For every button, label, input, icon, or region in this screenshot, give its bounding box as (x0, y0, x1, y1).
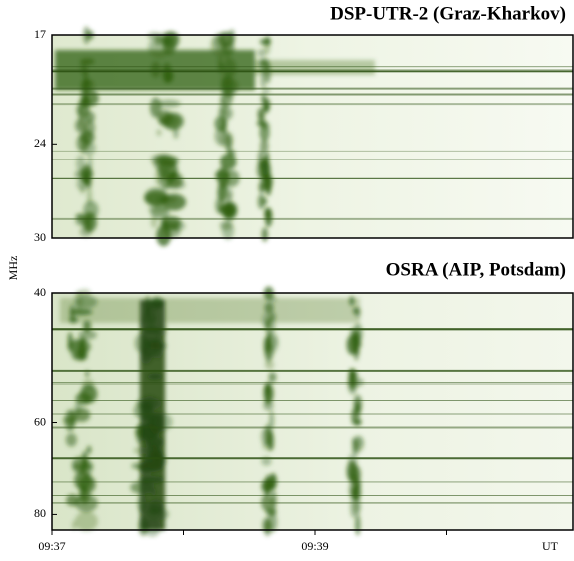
streak-blob (154, 169, 162, 186)
y-tick-label: 24 (34, 136, 46, 150)
streak-blob (83, 128, 93, 147)
streak-blob (259, 123, 270, 142)
streak-blob (219, 220, 233, 231)
streak-blob (264, 383, 269, 405)
streak-blob (260, 70, 266, 90)
panel-frame (51, 292, 574, 531)
streak-blob (73, 407, 91, 422)
streak-blob (269, 410, 275, 431)
emission-band (255, 60, 375, 75)
streak-blob (259, 139, 269, 153)
streak-blob (65, 433, 77, 447)
emission-band (140, 300, 165, 530)
streak-blob (144, 191, 169, 206)
streak-blob (84, 370, 90, 377)
x-unit-label: UT (542, 539, 559, 553)
streak-blob (353, 377, 364, 387)
streak-blob (263, 103, 270, 114)
streak-blob (263, 37, 271, 55)
streak-blob (84, 111, 95, 124)
streak-blob (262, 441, 275, 451)
y-tick-label: 80 (34, 506, 46, 520)
panel-title: DSP-UTR-2 (Graz-Kharkov) (330, 3, 566, 24)
streak-blob (353, 394, 363, 415)
streak-blob (353, 342, 359, 361)
panel-frame (51, 34, 574, 239)
streak-blob (160, 220, 186, 232)
streak-blob (257, 107, 265, 121)
emission-band (60, 298, 360, 323)
streak-blob (79, 226, 92, 237)
axes: DSP-UTR-2 (Graz-Kharkov) 17 24 30 MHz OSRA (A… (6, 3, 574, 553)
x-tick-label: 09:37 (38, 539, 65, 553)
streak-blob (82, 86, 89, 105)
streak-blob (262, 517, 272, 533)
streak-blob (266, 483, 273, 490)
streak-blob (218, 31, 234, 48)
streak-blob (153, 153, 176, 172)
streak-blob (257, 49, 266, 58)
streak-blob (150, 215, 158, 229)
spectrum-features (60, 286, 365, 537)
y-axis-label: MHz (6, 256, 20, 281)
streak-blob (268, 372, 277, 383)
spectrum-texture (52, 26, 573, 537)
streak-blob (261, 94, 267, 101)
streak-blob (75, 217, 88, 226)
streak-blob (261, 494, 272, 511)
streak-blob (352, 435, 364, 449)
y-tick-label: 40 (34, 285, 46, 299)
streak-blob (257, 193, 266, 210)
streak-blob (347, 372, 358, 395)
streak-blob (156, 129, 162, 136)
streak-blob (351, 487, 360, 500)
streak-blob (76, 177, 90, 191)
streak-blob (219, 131, 234, 148)
streak-blob (350, 496, 357, 518)
panel-title: OSRA (AIP, Potsdam) (386, 259, 566, 280)
streak-blob (78, 338, 88, 360)
streak-blob (215, 197, 224, 214)
y-tick-label: 60 (34, 414, 46, 428)
streak-blob (149, 97, 162, 118)
x-tick-label: 09:39 (301, 539, 328, 553)
streak-blob (265, 347, 272, 364)
streak-blob (270, 490, 277, 508)
streak-blob (83, 200, 99, 219)
streak-blob (157, 99, 181, 108)
streak-blob (162, 112, 184, 131)
y-tick-label: 17 (34, 27, 46, 41)
streak-blob (220, 154, 237, 170)
streak-blob (354, 473, 361, 489)
streak-blob (221, 118, 227, 134)
streak-blob (87, 154, 93, 175)
streak-blob (86, 445, 92, 454)
streak-blob (351, 409, 356, 422)
streak-blob (75, 155, 86, 172)
streak-blob (80, 384, 98, 404)
streak-blob (261, 227, 268, 242)
streak-blob (348, 453, 358, 467)
streak-blob (80, 141, 96, 156)
spectrum-features (55, 26, 375, 247)
streak-blob (161, 173, 179, 182)
streak-blob (147, 32, 161, 40)
streak-blob (78, 330, 97, 340)
streak-blob (355, 514, 361, 536)
streak-blob (74, 511, 98, 532)
streak-blob (66, 494, 80, 507)
streak-blob (264, 207, 272, 220)
streak-blob (260, 427, 273, 446)
streak-blob (352, 323, 363, 345)
streak-blob (156, 36, 173, 46)
y-tick-label: 30 (34, 230, 46, 244)
streak-blob (256, 159, 269, 180)
streak-blob (148, 204, 169, 214)
streak-blob (227, 149, 236, 157)
streak-blob (69, 409, 75, 428)
streak-blob (75, 118, 87, 133)
